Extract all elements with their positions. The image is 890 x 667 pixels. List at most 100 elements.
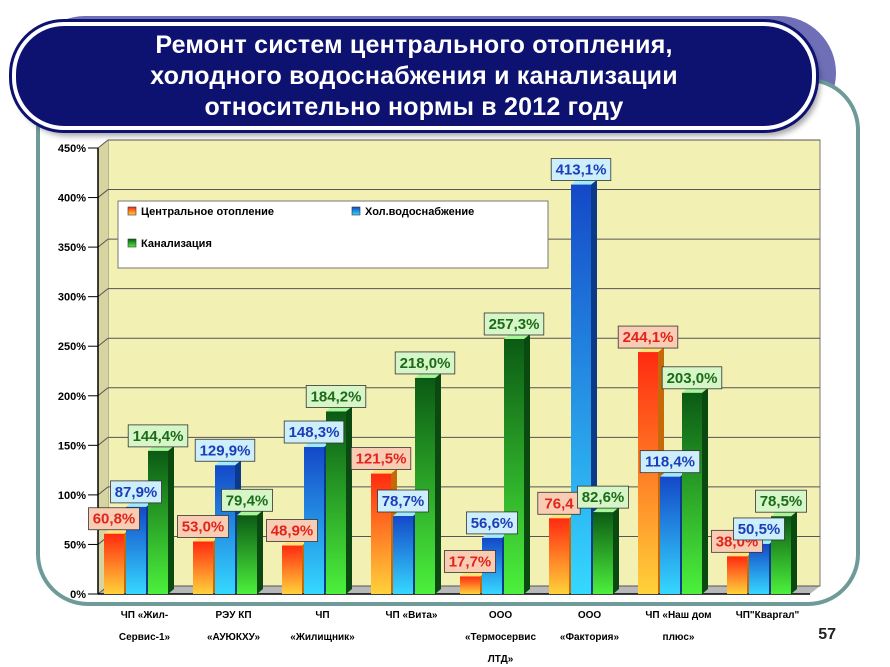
bar-front: [727, 556, 747, 594]
data-label: 17,7%: [444, 550, 496, 573]
data-label: 218,0%: [394, 351, 456, 375]
data-label-text: 50,5%: [738, 521, 781, 538]
data-label-box: [110, 480, 162, 504]
gridline-side: [97, 337, 109, 347]
data-label-text: 60,8%: [93, 511, 136, 528]
data-label-box: [305, 385, 367, 408]
data-label-box: [127, 424, 189, 448]
data-label: 56,6%: [466, 511, 518, 535]
y-tick-label: 250%: [58, 341, 86, 353]
data-label-box: [444, 550, 496, 573]
data-label-text: 79,4%: [226, 492, 269, 509]
x-category-label: плюс»: [663, 632, 695, 643]
legend-box: [117, 200, 549, 269]
data-label: 129,9%: [194, 438, 256, 462]
data-label-text: 184,2%: [311, 388, 362, 405]
data-label: 78,7%: [377, 489, 429, 513]
x-category-label: ЛТД»: [488, 654, 514, 665]
title-banner: Ремонт систем центрального отопления, хо…: [12, 22, 816, 130]
gridline-side: [97, 436, 109, 446]
title-line-3: относительно нормы в 2012 году: [204, 92, 624, 121]
x-category-label: «АУЮКХУ»: [207, 632, 261, 643]
y-tick-label: 0%: [70, 589, 86, 601]
data-label-box: [394, 351, 456, 375]
data-label-text: 148,3%: [289, 424, 340, 441]
x-category-label: ООО: [489, 610, 513, 621]
bar-front: [326, 411, 346, 594]
data-label-box: [550, 158, 612, 181]
data-label-box: [350, 447, 412, 470]
data-label-box: [577, 485, 629, 509]
data-label-box: [221, 488, 273, 512]
bar-front: [104, 533, 124, 594]
data-label-box: [639, 450, 701, 474]
data-label-text: 121,5%: [356, 451, 407, 468]
data-label-box: [88, 507, 140, 531]
x-category-label: «Термосервис: [465, 632, 536, 643]
data-label-text: 87,9%: [115, 484, 158, 501]
bar-front: [504, 338, 524, 594]
data-label-text: 257,3%: [489, 316, 540, 333]
gridline-side: [97, 288, 109, 298]
data-label: 82,6%: [577, 485, 629, 509]
y-tick-label: 350%: [58, 242, 86, 254]
data-label: 413,1%: [550, 158, 612, 181]
y-tick-label: 450%: [58, 143, 86, 155]
legend-label: Канализация: [141, 238, 212, 250]
data-label-box: [755, 489, 807, 513]
bar-side: [702, 387, 708, 594]
data-label: 203,0%: [661, 366, 723, 390]
x-category-label: ЧП «Жил-: [121, 610, 168, 621]
legend-swatch: [351, 206, 361, 216]
gridline-side: [97, 387, 109, 397]
page-number: 57: [818, 626, 836, 643]
data-label: 50,5%: [733, 517, 785, 541]
bar-side: [168, 445, 174, 594]
bar-front: [660, 476, 680, 594]
bar-side: [257, 510, 263, 594]
data-label-text: 48,9%: [271, 523, 314, 540]
data-label-box: [733, 517, 785, 541]
data-label: 144,4%: [127, 424, 189, 448]
data-label-text: 413,1%: [556, 162, 607, 179]
x-category-label: ЧП «Наш дом: [645, 610, 711, 621]
gridline-side: [97, 189, 109, 198]
data-label: 60,8%: [88, 507, 140, 531]
bar-3-3: [326, 406, 352, 594]
legend: Центральное отопление Хол.водоснабжение Ка…: [117, 200, 549, 269]
x-category-label: РЭУ КП: [215, 610, 251, 621]
data-label-text: 78,5%: [760, 493, 803, 510]
data-label-box: [617, 325, 679, 349]
bar-5-3: [504, 333, 530, 594]
y-tick-label: 400%: [58, 193, 86, 205]
bar-front: [237, 515, 257, 594]
data-label-text: 118,4%: [645, 454, 695, 471]
bar-front: [193, 541, 213, 594]
data-label: 48,9%: [266, 519, 318, 542]
data-label: 78,5%: [755, 489, 807, 513]
data-label-text: 76,4: [544, 495, 574, 512]
data-label: 118,4%: [639, 450, 701, 474]
bar-front: [549, 518, 569, 594]
data-label-text: 82,6%: [582, 489, 625, 506]
data-label-text: 218,0%: [400, 355, 451, 372]
bar-7-3: [682, 387, 708, 594]
bar-1-3: [148, 445, 174, 594]
data-label: 79,4%: [221, 488, 273, 512]
data-label-box: [194, 438, 256, 462]
x-category-label: ЧП «Вита»: [386, 610, 438, 621]
data-label-text: 244,1%: [623, 329, 674, 346]
bar-side: [613, 507, 619, 594]
data-label-box: [266, 519, 318, 542]
bar-front: [682, 392, 702, 594]
data-label: 257,3%: [483, 312, 545, 336]
bar-front: [282, 545, 302, 594]
bar-side: [435, 372, 441, 594]
bar-front: [393, 515, 413, 594]
bar-side: [346, 406, 352, 594]
x-category-label: «Жилищник»: [290, 632, 355, 643]
x-category-label: ЧП"Кваргал": [736, 610, 800, 621]
title-line-2: холодного водоснабжения и канализации: [150, 61, 678, 90]
data-label: 53,0%: [177, 515, 229, 538]
